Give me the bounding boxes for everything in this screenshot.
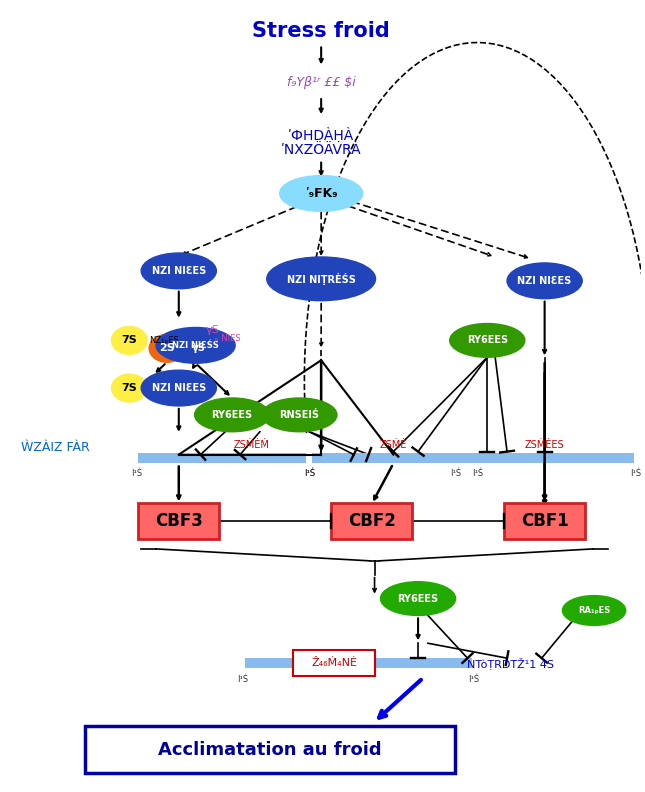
Text: I¹Ś: I¹Ś	[304, 470, 315, 478]
Ellipse shape	[450, 323, 525, 357]
Text: 7S: 7S	[121, 383, 137, 393]
Text: NZI NIṬRĖŚS: NZI NIṬRĖŚS	[287, 272, 355, 285]
Text: ₚ NIES: ₚ NIES	[215, 334, 241, 343]
FancyBboxPatch shape	[293, 650, 375, 676]
Text: NZI NIƐES: NZI NIƐES	[517, 276, 571, 286]
Ellipse shape	[149, 334, 184, 362]
FancyBboxPatch shape	[85, 725, 455, 773]
Ellipse shape	[562, 596, 626, 626]
Text: CBF3: CBF3	[155, 512, 203, 530]
Text: NTòṬRDTŽ¹1 4S: NTòṬRDTŽ¹1 4S	[468, 657, 555, 669]
Ellipse shape	[156, 327, 235, 364]
Text: NZI NIƐŚS: NZI NIƐŚS	[172, 341, 219, 350]
Text: I¹Ś: I¹Ś	[630, 470, 641, 478]
Ellipse shape	[112, 374, 147, 402]
Text: I¹Ś: I¹Ś	[237, 675, 248, 684]
Ellipse shape	[267, 257, 375, 301]
Text: ZSṀĖES: ZSṀĖES	[525, 440, 564, 450]
Text: RY6EES: RY6EES	[467, 335, 508, 345]
Text: RY6EES: RY6EES	[397, 593, 439, 604]
Text: RY6EES: RY6EES	[212, 410, 253, 420]
FancyBboxPatch shape	[138, 503, 219, 539]
Text: RA₁ₚES: RA₁ₚES	[578, 606, 610, 615]
Text: CBF1: CBF1	[521, 512, 568, 530]
Text: NZI NIƐES: NZI NIƐES	[152, 383, 206, 393]
Text: f₉Yβ¹ʳ ££ $i: f₉Yβ¹ʳ ££ $i	[287, 76, 355, 89]
Bar	[245, 658, 472, 668]
Text: ZSṀĖ: ZSṀĖ	[380, 440, 407, 450]
Ellipse shape	[112, 326, 147, 354]
Ellipse shape	[141, 253, 216, 289]
Bar	[455, 452, 633, 463]
Text: ʹФHDÀḤÀ: ʹФHDÀḤÀ	[288, 128, 354, 143]
Text: 2S: 2S	[159, 344, 175, 353]
Text: CBF2: CBF2	[348, 512, 395, 530]
Ellipse shape	[262, 398, 337, 432]
Ellipse shape	[381, 581, 455, 615]
Text: I¹Ś: I¹Ś	[468, 675, 479, 684]
Ellipse shape	[195, 398, 270, 432]
Text: Acclimatation au froid: Acclimatation au froid	[158, 741, 382, 759]
Text: I¹Ś: I¹Ś	[450, 470, 461, 478]
Text: RNSEIŚ: RNSEIŚ	[279, 410, 319, 420]
Text: 7S: 7S	[121, 335, 137, 345]
Text: NZ₁ₚES: NZ₁ₚES	[149, 336, 179, 345]
Ellipse shape	[184, 337, 212, 360]
FancyBboxPatch shape	[504, 503, 585, 539]
Text: I¹Ś: I¹Ś	[472, 470, 483, 478]
Text: ʹ₉FK₉: ʹ₉FK₉	[305, 187, 337, 200]
Text: ẀZÀIZ FÀR: ẀZÀIZ FÀR	[21, 441, 89, 454]
Bar	[312, 452, 475, 463]
Text: NZI NIƐES: NZI NIƐES	[152, 266, 206, 276]
Text: Ẑ₄₆Ṁ₄NĖ: Ẑ₄₆Ṁ₄NĖ	[311, 658, 357, 668]
Text: γS: γS	[192, 344, 206, 353]
Ellipse shape	[141, 370, 216, 406]
Text: I¹Ś: I¹Ś	[131, 470, 142, 478]
Text: ʹNXZÖÄVRÀ: ʹNXZÖÄVRÀ	[281, 143, 361, 157]
FancyBboxPatch shape	[331, 503, 412, 539]
Text: I¹Ś: I¹Ś	[304, 470, 315, 478]
Ellipse shape	[280, 176, 362, 211]
Text: Stress froid: Stress froid	[252, 21, 390, 40]
Text: γS: γS	[206, 326, 219, 336]
Ellipse shape	[507, 263, 582, 299]
Text: ZSṀĖṀ: ZSṀĖṀ	[234, 440, 270, 450]
Bar	[138, 452, 306, 463]
